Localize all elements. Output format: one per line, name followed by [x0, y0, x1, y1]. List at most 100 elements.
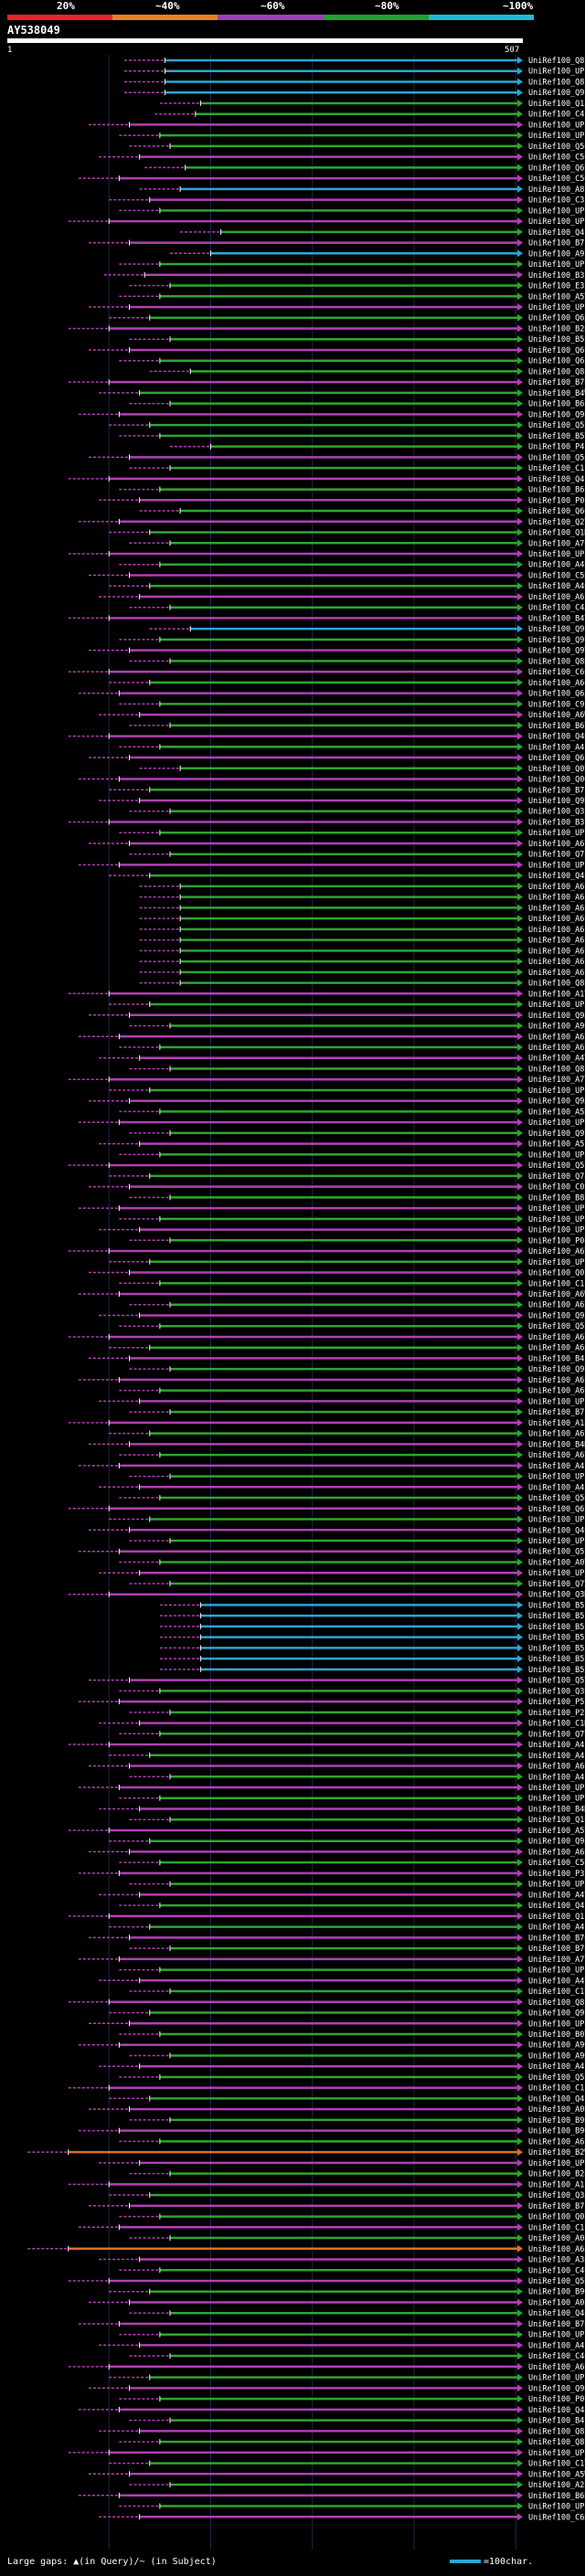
query-bar — [7, 38, 523, 43]
hit-label: UniRef100_UP1000... — [528, 207, 585, 216]
hit-label: UniRef100_A6Y6B6 — [528, 1044, 585, 1053]
hit-arrow — [517, 1515, 523, 1523]
hit-arrow — [517, 625, 523, 633]
hit-label: UniRef100_P04691 — [528, 1236, 585, 1246]
scale-segment — [428, 15, 534, 20]
hit-arrow — [517, 2405, 523, 2413]
hit-arrow — [517, 754, 523, 762]
scale-segment — [323, 15, 429, 20]
hit-arrow — [517, 1966, 523, 1974]
hit-arrow — [517, 1869, 523, 1877]
hit-label: UniRef100_C1FMK2 — [528, 2084, 585, 2094]
hit-arrow — [517, 1547, 523, 1555]
hit-label: UniRef100_Q0YEG5 — [528, 765, 585, 774]
hit-arrow — [517, 496, 523, 504]
hit-label: UniRef100_UP1000... — [528, 132, 585, 141]
hit-arrow — [517, 2287, 523, 2295]
hit-arrow — [517, 1171, 523, 1180]
hit-arrow — [517, 1794, 523, 1802]
hit-arrow — [517, 1097, 523, 1105]
hit-arrow — [517, 2362, 523, 2370]
hit-arrow — [517, 1182, 523, 1191]
hit-arrow — [517, 936, 523, 944]
hit-arrow — [517, 292, 523, 301]
hit-arrow — [517, 1590, 523, 1598]
hit-label: UniRef100_B7QQP2 — [528, 1945, 585, 1954]
hit-label: UniRef100_Q8L8B5 — [528, 1065, 585, 1074]
hit-arrow — [517, 1494, 523, 1502]
hit-arrow — [517, 1741, 523, 1749]
hit-arrow — [517, 1483, 523, 1491]
hit-arrow — [517, 2513, 523, 2521]
hit-arrow — [517, 1934, 523, 1942]
hit-label: UniRef100_A6ZIT5 — [528, 904, 585, 913]
hit-label: UniRef100_A4ZT4 — [528, 2341, 585, 2350]
hit-arrow — [517, 2234, 523, 2242]
hit-arrow — [517, 1065, 523, 1073]
hit-arrow — [517, 829, 523, 837]
hit-label: UniRef100_Q9DQM2 — [528, 797, 585, 806]
hit-arrow — [517, 217, 523, 226]
hit-label: UniRef100_A4U7V0 — [528, 1773, 585, 1782]
hit-label: UniRef100_B7FF72 — [528, 239, 585, 249]
hit-arrow — [517, 2438, 523, 2446]
hit-arrow — [517, 1622, 523, 1630]
hit-arrow — [517, 89, 523, 97]
hit-label: UniRef100_A7YYK1 — [528, 1956, 585, 1965]
hit-arrow — [517, 1526, 523, 1534]
hit-label: UniRef100_A5E5L3 — [528, 1140, 585, 1150]
hit-label: UniRef100_Q7YY87 — [528, 1730, 585, 1739]
hit-label: UniRef100_UP1000... — [528, 1569, 585, 1578]
hit-arrow — [517, 1719, 523, 1727]
hit-arrow — [517, 915, 523, 923]
scale-legend: =100char. — [450, 2557, 533, 2567]
hit-label: UniRef100_A4I8V3 — [528, 1752, 585, 1761]
hit-arrow — [517, 2115, 523, 2124]
hit-label: UniRef100_C4IIL1 — [528, 111, 585, 120]
hit-arrow — [517, 1022, 523, 1030]
hit-arrow — [517, 2212, 523, 2221]
hit-label: UniRef100_Q8N693 — [528, 980, 585, 989]
hit-label: UniRef100_UP1000... — [528, 2374, 585, 2383]
hit-label: UniRef100_A9GA28 — [528, 2051, 585, 2061]
hit-label: UniRef100_A6WIJ9 — [528, 1290, 585, 1299]
hit-label: UniRef100_Q3JTB2 — [528, 2191, 585, 2200]
query-end-label: 507 — [505, 46, 520, 55]
hit-arrow — [517, 1001, 523, 1009]
hit-label: UniRef100_UP1000... — [528, 1537, 585, 1546]
hit-label: UniRef100_UP1000... — [528, 1215, 585, 1224]
hit-label: UniRef100_Q5R8M8 — [528, 453, 585, 462]
hit-label: UniRef100_Q5Q256 — [528, 143, 585, 152]
hit-label: UniRef100_A6N070 — [528, 1344, 585, 1353]
hit-label: UniRef100_A6JF03 — [528, 2245, 585, 2254]
hit-arrow — [517, 1537, 523, 1544]
hit-arrow — [517, 356, 523, 365]
hit-label: UniRef100_A6YJ07 — [528, 1333, 585, 1342]
hit-label: UniRef100_B5LQ78 — [528, 1634, 585, 1643]
hit-label: UniRef100_A6Y517 — [528, 1247, 585, 1256]
hit-arrow — [517, 700, 523, 708]
hit-label: UniRef100_Q9SR90 — [528, 636, 585, 645]
hit-label: UniRef100_UP1000... — [528, 1258, 585, 1267]
hit-label: UniRef100_C6Q8D8 — [528, 668, 585, 677]
hit-arrow — [517, 2352, 523, 2360]
hit-arrow — [517, 367, 523, 376]
hit-label: UniRef100_C1MS05 — [528, 1720, 585, 1729]
hit-arrow — [517, 1204, 523, 1213]
hit-arrow — [517, 1826, 523, 1834]
hit-label: UniRef100_C5DUN4 — [528, 571, 585, 580]
hit-arrow — [517, 1751, 523, 1759]
hit-label: UniRef100_C3F7B6 — [528, 196, 585, 206]
hit-arrow — [517, 1784, 523, 1791]
hit-arrow — [517, 1236, 523, 1245]
hit-arrow — [517, 185, 523, 193]
hit-label: UniRef100_A0K615 — [528, 2105, 585, 2115]
hit-label: UniRef100_UP1000... — [528, 303, 585, 313]
hit-label: UniRef100_A4VG25 — [528, 1891, 585, 1900]
hit-label: UniRef100_Q8C7Q4 — [528, 1998, 585, 2008]
hit-label: UniRef100_B7QE44 — [528, 2320, 585, 2329]
hit-label: UniRef100_Q94BY6 — [528, 1012, 585, 1021]
hit-label: UniRef100_Q6XL17 — [528, 314, 585, 323]
hit-label: UniRef100_A7TG03 — [528, 1076, 585, 1085]
hit-arrow — [517, 2244, 523, 2253]
